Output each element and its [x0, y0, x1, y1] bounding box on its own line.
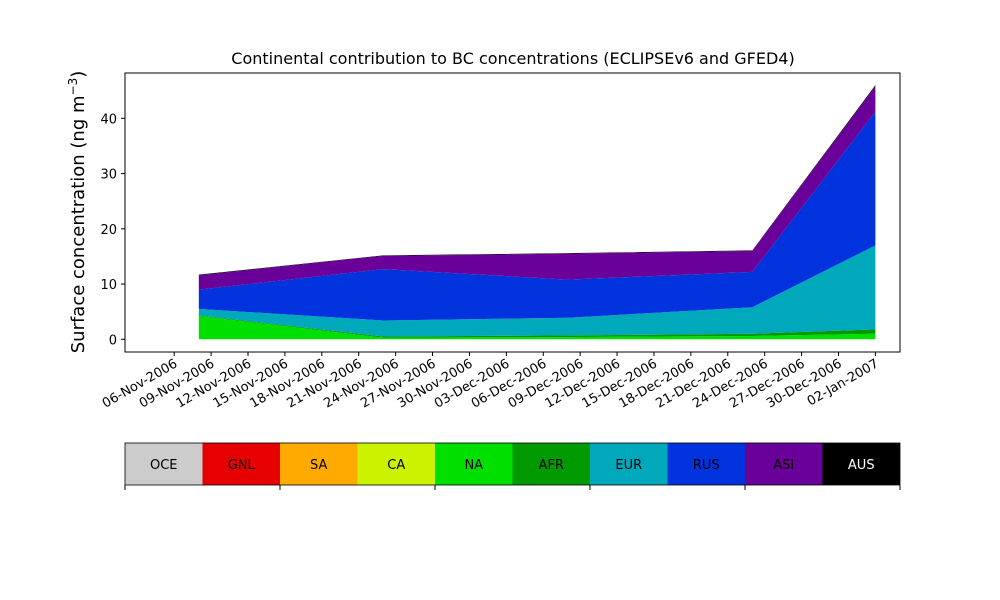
legend-swatch-sa	[280, 443, 358, 485]
y-tick-label: 0	[109, 333, 117, 348]
y-axis-label-main: Surface concentration (ng m	[68, 95, 89, 353]
plot-frame	[124, 72, 901, 353]
y-tick-label: 10	[100, 278, 117, 293]
chart-title: Continental contribution to BC concentra…	[231, 49, 794, 68]
legend-colorbar: OCE GNL SA CA NA AFR EUR RUS ASI AUS	[124, 442, 901, 490]
y-axis-label-superscript: −3	[66, 78, 80, 96]
y-axis-label: Surface concentration (ng m−3)	[66, 71, 89, 354]
x-axis: 06-Nov-200609-Nov-200612-Nov-200615-Nov-…	[100, 352, 881, 412]
legend-swatch-ca	[357, 443, 435, 485]
legend-frame	[124, 442, 901, 486]
legend-label-sa: SA	[310, 458, 327, 473]
legend-label-asi: ASI	[773, 458, 794, 473]
legend-label-na: NA	[464, 458, 483, 473]
y-tick-label: 30	[100, 168, 117, 183]
legend-swatch-na	[435, 443, 513, 485]
y-tick-label: 20	[100, 223, 117, 238]
y-axis: 0 10 20 30 40	[100, 112, 125, 348]
legend-swatch-aus	[822, 443, 900, 485]
y-axis-label-close: )	[68, 71, 89, 78]
area-asi	[198, 86, 876, 290]
legend-label-aus: AUS	[848, 458, 875, 473]
area-rus	[198, 111, 876, 321]
legend-label-gnl: GNL	[228, 458, 256, 473]
legend-label-oce: OCE	[150, 458, 178, 473]
y-tick-label: 40	[100, 112, 117, 127]
legend-swatch-asi	[745, 443, 823, 485]
area-na	[198, 316, 876, 340]
legend-label-eur: EUR	[615, 458, 642, 473]
legend-swatch-rus	[667, 443, 745, 485]
legend-swatch-eur	[590, 443, 668, 485]
legend-swatch-oce	[125, 443, 203, 485]
legend-swatch-gnl	[202, 443, 280, 485]
legend-label-afr: AFR	[539, 458, 564, 473]
area-layers	[198, 85, 876, 340]
legend-label-ca: CA	[387, 458, 405, 473]
legend-label-rus: RUS	[693, 458, 720, 473]
area-eur	[198, 245, 876, 337]
legend-swatch-afr	[512, 443, 590, 485]
